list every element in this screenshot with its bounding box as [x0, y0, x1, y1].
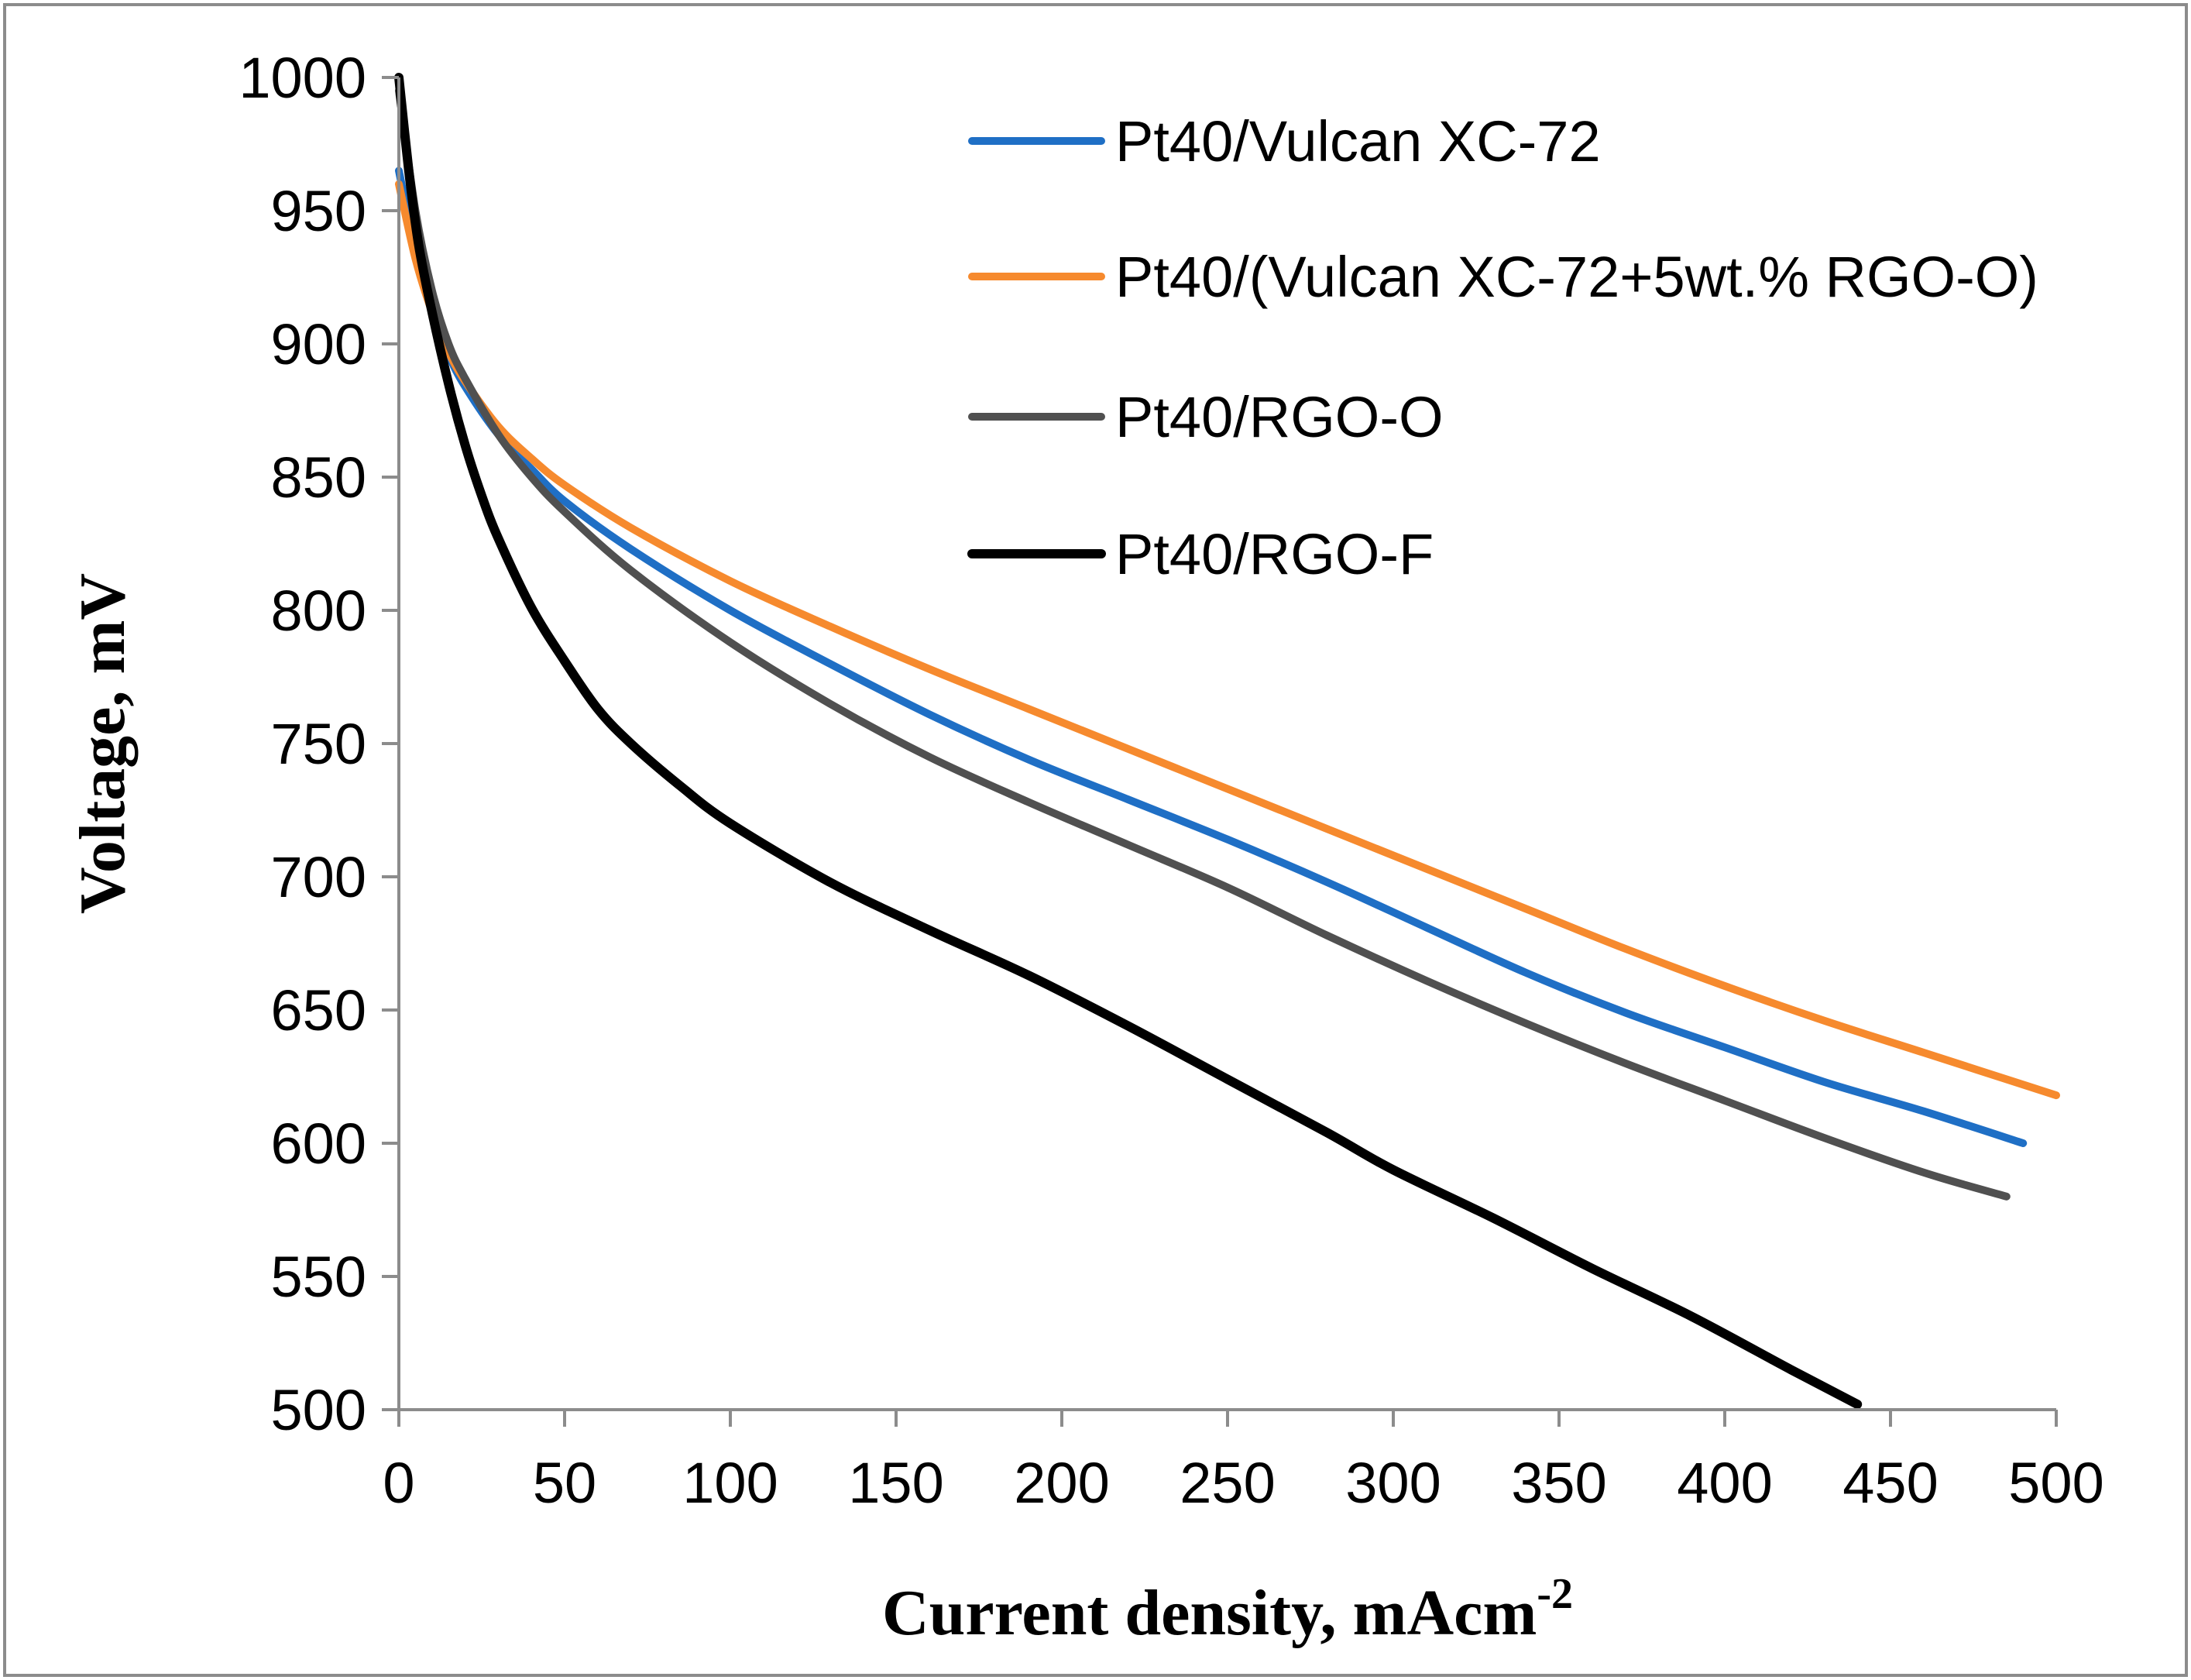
series-line-3 — [395, 87, 2011, 1201]
y-tick-label: 650 — [271, 978, 366, 1043]
y-tick-label: 850 — [271, 445, 366, 510]
legend-label-2: Pt40/(Vulcan XC-72+5wt.% RGO-O) — [1115, 245, 2038, 309]
y-tick-label: 750 — [271, 712, 366, 776]
y-tick-label: 800 — [271, 579, 366, 643]
x-tick-label: 0 — [383, 1451, 414, 1515]
y-tick-label: 1000 — [239, 46, 366, 110]
y-tick-label: 500 — [271, 1378, 366, 1442]
legend: Pt40/Vulcan XC-72 Pt40/(Vulcan XC-72+5wt.… — [967, 109, 2038, 586]
y-tick-label: 950 — [271, 179, 366, 243]
x-axis-title-superscript: -2 — [1537, 1570, 1573, 1618]
legend-label-4: Pt40/RGO-F — [1115, 522, 1434, 586]
y-axis-ticks: 500 550 600 650 700 750 800 850 900 950 1000 — [239, 46, 399, 1442]
x-tick-label: 450 — [1842, 1451, 1938, 1515]
x-axis-ticks: 0 50 100 150 200 250 300 350 400 450 500 — [383, 1410, 2104, 1515]
x-tick-label: 350 — [1511, 1451, 1606, 1515]
x-tick-label: 50 — [533, 1451, 596, 1515]
x-axis-title: Current density, mAcm-2 — [882, 1570, 1573, 1649]
plot-area — [394, 73, 2060, 1410]
y-tick-label: 600 — [271, 1111, 366, 1176]
x-tick-label: 250 — [1180, 1451, 1275, 1515]
y-tick-label: 900 — [271, 312, 366, 376]
x-axis-title-main: Current density, mAcm — [882, 1577, 1537, 1649]
chart-border — [3, 3, 2188, 1677]
y-tick-label: 550 — [271, 1245, 366, 1309]
x-tick-label: 150 — [848, 1451, 943, 1515]
x-tick-label: 100 — [682, 1451, 778, 1515]
legend-label-1: Pt40/Vulcan XC-72 — [1115, 109, 1601, 173]
x-tick-label: 400 — [1677, 1451, 1772, 1515]
x-tick-label: 300 — [1345, 1451, 1441, 1515]
x-tick-label: 500 — [2008, 1451, 2103, 1515]
legend-label-3: Pt40/RGO-O — [1115, 385, 1444, 449]
y-tick-label: 700 — [271, 845, 366, 909]
series-line-4 — [394, 73, 1863, 1410]
y-axis-title: Voltage, mV — [67, 573, 139, 914]
x-tick-label: 200 — [1014, 1451, 1109, 1515]
